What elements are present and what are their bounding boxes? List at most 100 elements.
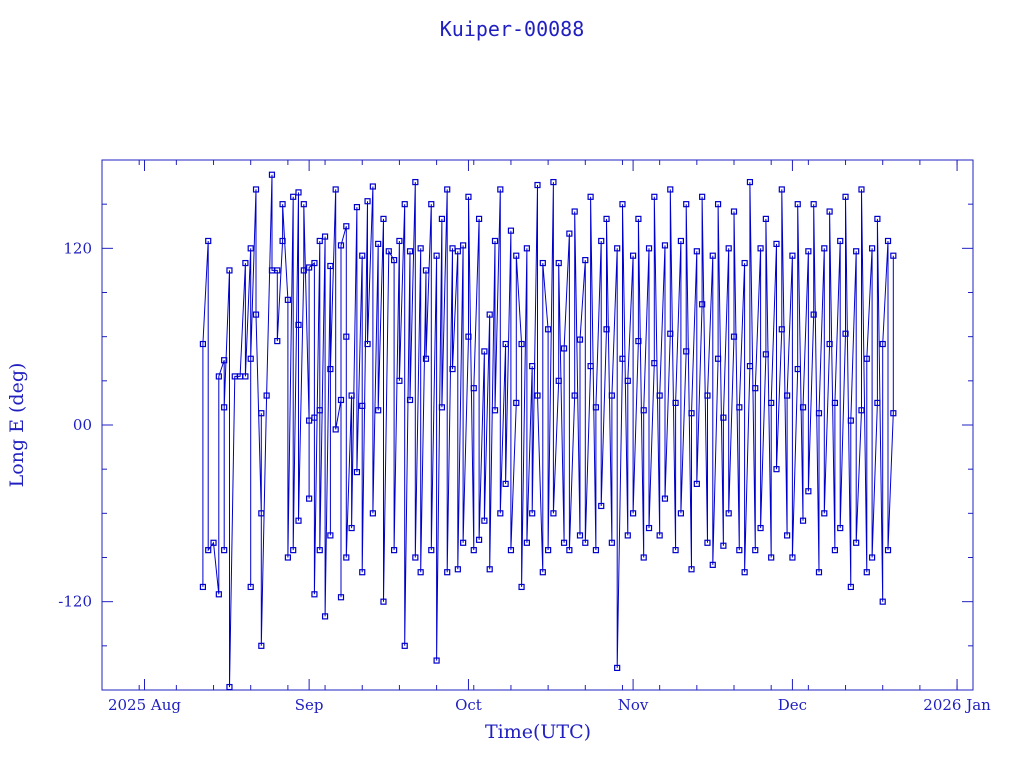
data-point	[847, 583, 854, 591]
data-point	[773, 466, 780, 473]
data-point	[582, 539, 589, 546]
data-point	[608, 392, 615, 399]
data-point	[624, 532, 631, 539]
data-point	[242, 259, 249, 267]
data-point	[454, 566, 461, 573]
data-point	[274, 267, 281, 274]
data-point	[470, 547, 477, 554]
data-point	[587, 363, 594, 370]
data-point	[592, 404, 600, 411]
data-point	[279, 237, 286, 245]
data-point	[518, 583, 525, 591]
data-point	[730, 333, 738, 340]
x-axis: 2025 Aug Sep Oct Nov Dec 2026 Jan	[101, 160, 991, 714]
data-point	[369, 510, 376, 517]
data-point	[714, 355, 722, 362]
data-point	[810, 311, 817, 318]
data-point	[794, 365, 801, 373]
data-point	[826, 340, 833, 348]
data-point	[598, 502, 605, 510]
data-point	[884, 237, 892, 245]
data-point	[306, 264, 313, 271]
data-point	[475, 215, 483, 222]
data-point	[380, 598, 387, 605]
data-point	[465, 333, 472, 340]
x-tick-label: Nov	[618, 696, 649, 714]
data-point	[576, 336, 584, 343]
data-point	[380, 215, 387, 222]
data-point	[842, 193, 849, 200]
data-point	[529, 363, 536, 370]
data-point	[704, 392, 711, 399]
data-point	[300, 201, 307, 208]
data-point	[709, 252, 716, 259]
data-point	[868, 554, 876, 561]
data-point	[592, 547, 600, 554]
data-point	[699, 193, 706, 200]
data-point	[815, 569, 823, 576]
data-point	[486, 311, 493, 318]
data-point	[757, 245, 764, 252]
data-point	[364, 340, 371, 348]
data-point	[752, 385, 759, 392]
data-point	[741, 259, 748, 267]
data-point	[853, 539, 860, 546]
data-point	[821, 245, 828, 252]
data-point	[603, 215, 610, 222]
data-point	[789, 252, 796, 259]
data-point	[247, 355, 254, 362]
data-point	[757, 524, 764, 532]
data-point	[491, 407, 499, 414]
data-point	[837, 237, 844, 245]
data-point	[215, 373, 222, 380]
data-point	[284, 554, 291, 561]
data-point	[311, 259, 318, 267]
series-line-group	[202, 174, 894, 688]
data-point	[268, 171, 276, 178]
data-point	[258, 410, 265, 417]
data-point	[348, 524, 355, 532]
data-point	[736, 404, 743, 411]
data-point	[460, 242, 467, 249]
data-point	[853, 248, 860, 255]
data-point	[629, 510, 637, 517]
data-point	[762, 351, 769, 358]
series-marker-group	[199, 171, 897, 691]
data-point	[874, 399, 881, 407]
data-point	[614, 245, 621, 252]
data-point	[656, 392, 663, 399]
data-point	[295, 189, 302, 196]
data-point	[842, 330, 849, 337]
data-point	[534, 392, 541, 399]
data-point	[438, 215, 446, 222]
data-point	[709, 561, 716, 568]
data-point	[635, 215, 642, 222]
data-point	[566, 230, 573, 237]
data-point	[651, 193, 658, 200]
data-point	[863, 355, 870, 362]
data-point	[226, 683, 233, 691]
data-point	[677, 237, 684, 245]
data-point	[205, 237, 212, 245]
x-tick-label: Dec	[778, 696, 807, 714]
data-point	[428, 201, 435, 208]
data-point	[486, 566, 493, 573]
data-point	[215, 591, 222, 598]
data-point	[571, 208, 578, 215]
data-point	[470, 385, 477, 392]
data-point	[741, 569, 748, 576]
data-point	[837, 524, 844, 532]
data-point	[502, 340, 509, 348]
data-point	[603, 326, 610, 333]
data-point	[619, 355, 626, 362]
data-point	[884, 547, 892, 554]
data-point	[614, 664, 621, 672]
x-tick-label: 2025 Aug	[108, 696, 181, 714]
y-axis-label: Long E (deg)	[6, 363, 28, 488]
data-point	[359, 402, 366, 409]
data-point	[449, 365, 456, 373]
data-point	[444, 569, 451, 576]
data-point	[773, 240, 780, 248]
data-point	[258, 510, 265, 517]
data-point	[375, 407, 382, 414]
